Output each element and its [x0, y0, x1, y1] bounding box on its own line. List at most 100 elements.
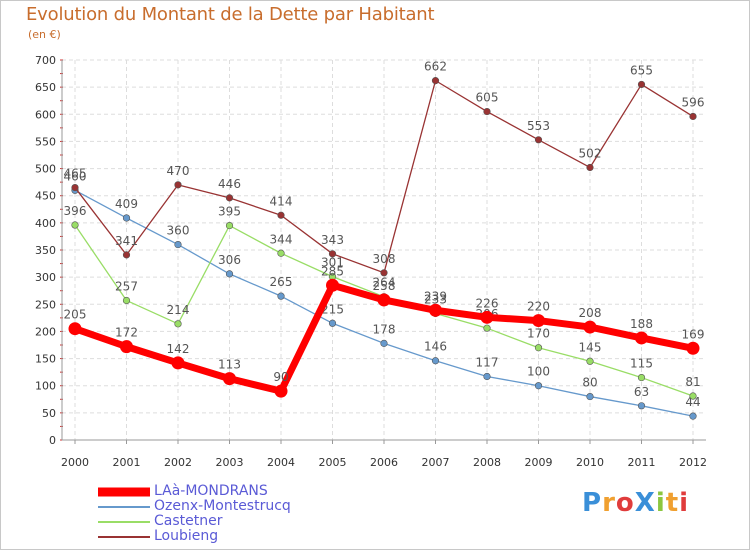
- data-label: 117: [476, 355, 499, 369]
- data-label: 465: [64, 167, 87, 181]
- data-point: [429, 303, 442, 317]
- data-label: 344: [270, 232, 293, 246]
- y-tick-label: 600: [35, 108, 56, 121]
- brand-letter: t: [665, 488, 680, 518]
- data-label: 360: [167, 224, 190, 238]
- data-label: 220: [527, 300, 550, 314]
- data-label: 169: [682, 327, 705, 341]
- data-point: [483, 324, 491, 332]
- brand-letter: i: [655, 488, 666, 518]
- data-point: [328, 319, 337, 327]
- data-label: 553: [527, 119, 550, 133]
- data-point: [328, 250, 337, 258]
- brand-letter: P: [582, 488, 603, 518]
- legend-label: Loubieng: [154, 528, 219, 544]
- data-label: 470: [167, 164, 190, 178]
- data-point: [380, 339, 388, 347]
- x-tick-label: 2003: [216, 456, 244, 469]
- brand-letter: o: [615, 488, 635, 518]
- data-point: [274, 384, 288, 398]
- chart-title: Evolution du Montant de la Dette par Hab…: [26, 4, 435, 25]
- x-tick-label: 2010: [576, 456, 604, 469]
- legend-swatch-loubieng: [98, 535, 150, 538]
- x-tick-label: 2004: [267, 456, 295, 469]
- data-point: [586, 357, 594, 365]
- brand-letter: r: [602, 488, 616, 518]
- data-label: 226: [476, 296, 499, 310]
- data-point: [277, 211, 285, 219]
- x-tick-label: 2005: [319, 456, 347, 469]
- x-tick-label: 2002: [164, 456, 192, 469]
- data-label: 395: [218, 205, 241, 219]
- data-point: [480, 310, 494, 324]
- data-point: [689, 412, 697, 420]
- data-point: [637, 402, 646, 410]
- data-label: 258: [373, 279, 396, 293]
- data-point: [534, 344, 543, 352]
- data-label: 170: [527, 327, 550, 341]
- x-tick-label: 2008: [473, 456, 501, 469]
- y-tick-label: 0: [49, 434, 56, 447]
- y-tick-label: 350: [35, 244, 56, 257]
- data-label: 142: [167, 342, 190, 356]
- x-tick-label: 2007: [422, 456, 450, 469]
- data-label: 341: [115, 234, 138, 248]
- x-tick-label: 2001: [113, 456, 141, 469]
- data-point: [483, 107, 491, 116]
- data-point: [122, 214, 131, 222]
- data-label: 285: [321, 264, 344, 278]
- data-point: [71, 221, 79, 229]
- data-label: 44: [685, 395, 700, 409]
- y-tick-label: 400: [35, 217, 56, 230]
- y-tick-label: 50: [42, 407, 56, 420]
- data-label: 90: [273, 370, 288, 384]
- data-label: 214: [167, 303, 190, 317]
- y-tick-label: 300: [35, 271, 56, 284]
- legend-swatch-castetner: [98, 520, 150, 523]
- brand-letter: X: [634, 488, 656, 518]
- data-point: [122, 251, 131, 259]
- data-label: 239: [424, 289, 447, 303]
- data-point: [534, 382, 543, 390]
- legend-swatch-ozenx: [98, 505, 150, 508]
- data-point: [277, 292, 285, 300]
- data-label: 596: [682, 95, 705, 109]
- data-label: 414: [270, 194, 293, 208]
- data-point: [225, 270, 234, 278]
- data-label: 301: [321, 256, 344, 270]
- data-point: [586, 392, 594, 401]
- y-tick-label: 650: [35, 81, 56, 94]
- data-point: [686, 341, 700, 355]
- data-label: 308: [373, 252, 396, 266]
- data-label: 178: [373, 322, 396, 336]
- data-point: [174, 181, 182, 189]
- y-tick-label: 200: [35, 325, 56, 338]
- x-tick-label: 2006: [370, 456, 398, 469]
- data-label: 655: [630, 63, 653, 77]
- data-label: 396: [64, 204, 87, 218]
- data-point: [223, 372, 236, 386]
- data-label: 145: [579, 340, 602, 354]
- data-label: 460: [64, 169, 87, 183]
- x-tick-label: 2000: [61, 456, 89, 469]
- data-point: [174, 240, 182, 249]
- data-point: [380, 269, 388, 277]
- data-label: 605: [476, 91, 499, 105]
- data-point: [174, 320, 182, 328]
- legend-swatch-lamondrans: [98, 487, 150, 496]
- data-label: 306: [218, 253, 241, 267]
- data-point: [583, 320, 597, 334]
- data-point: [225, 194, 234, 202]
- data-point: [225, 221, 234, 230]
- data-point: [532, 314, 545, 328]
- data-point: [431, 357, 440, 365]
- data-point: [71, 183, 79, 192]
- data-label: 115: [630, 357, 653, 371]
- data-label: 502: [579, 146, 602, 160]
- data-label: 264: [373, 276, 396, 290]
- data-label: 265: [270, 275, 293, 289]
- data-label: 172: [115, 326, 138, 340]
- data-label: 208: [579, 306, 602, 320]
- data-point: [277, 249, 285, 257]
